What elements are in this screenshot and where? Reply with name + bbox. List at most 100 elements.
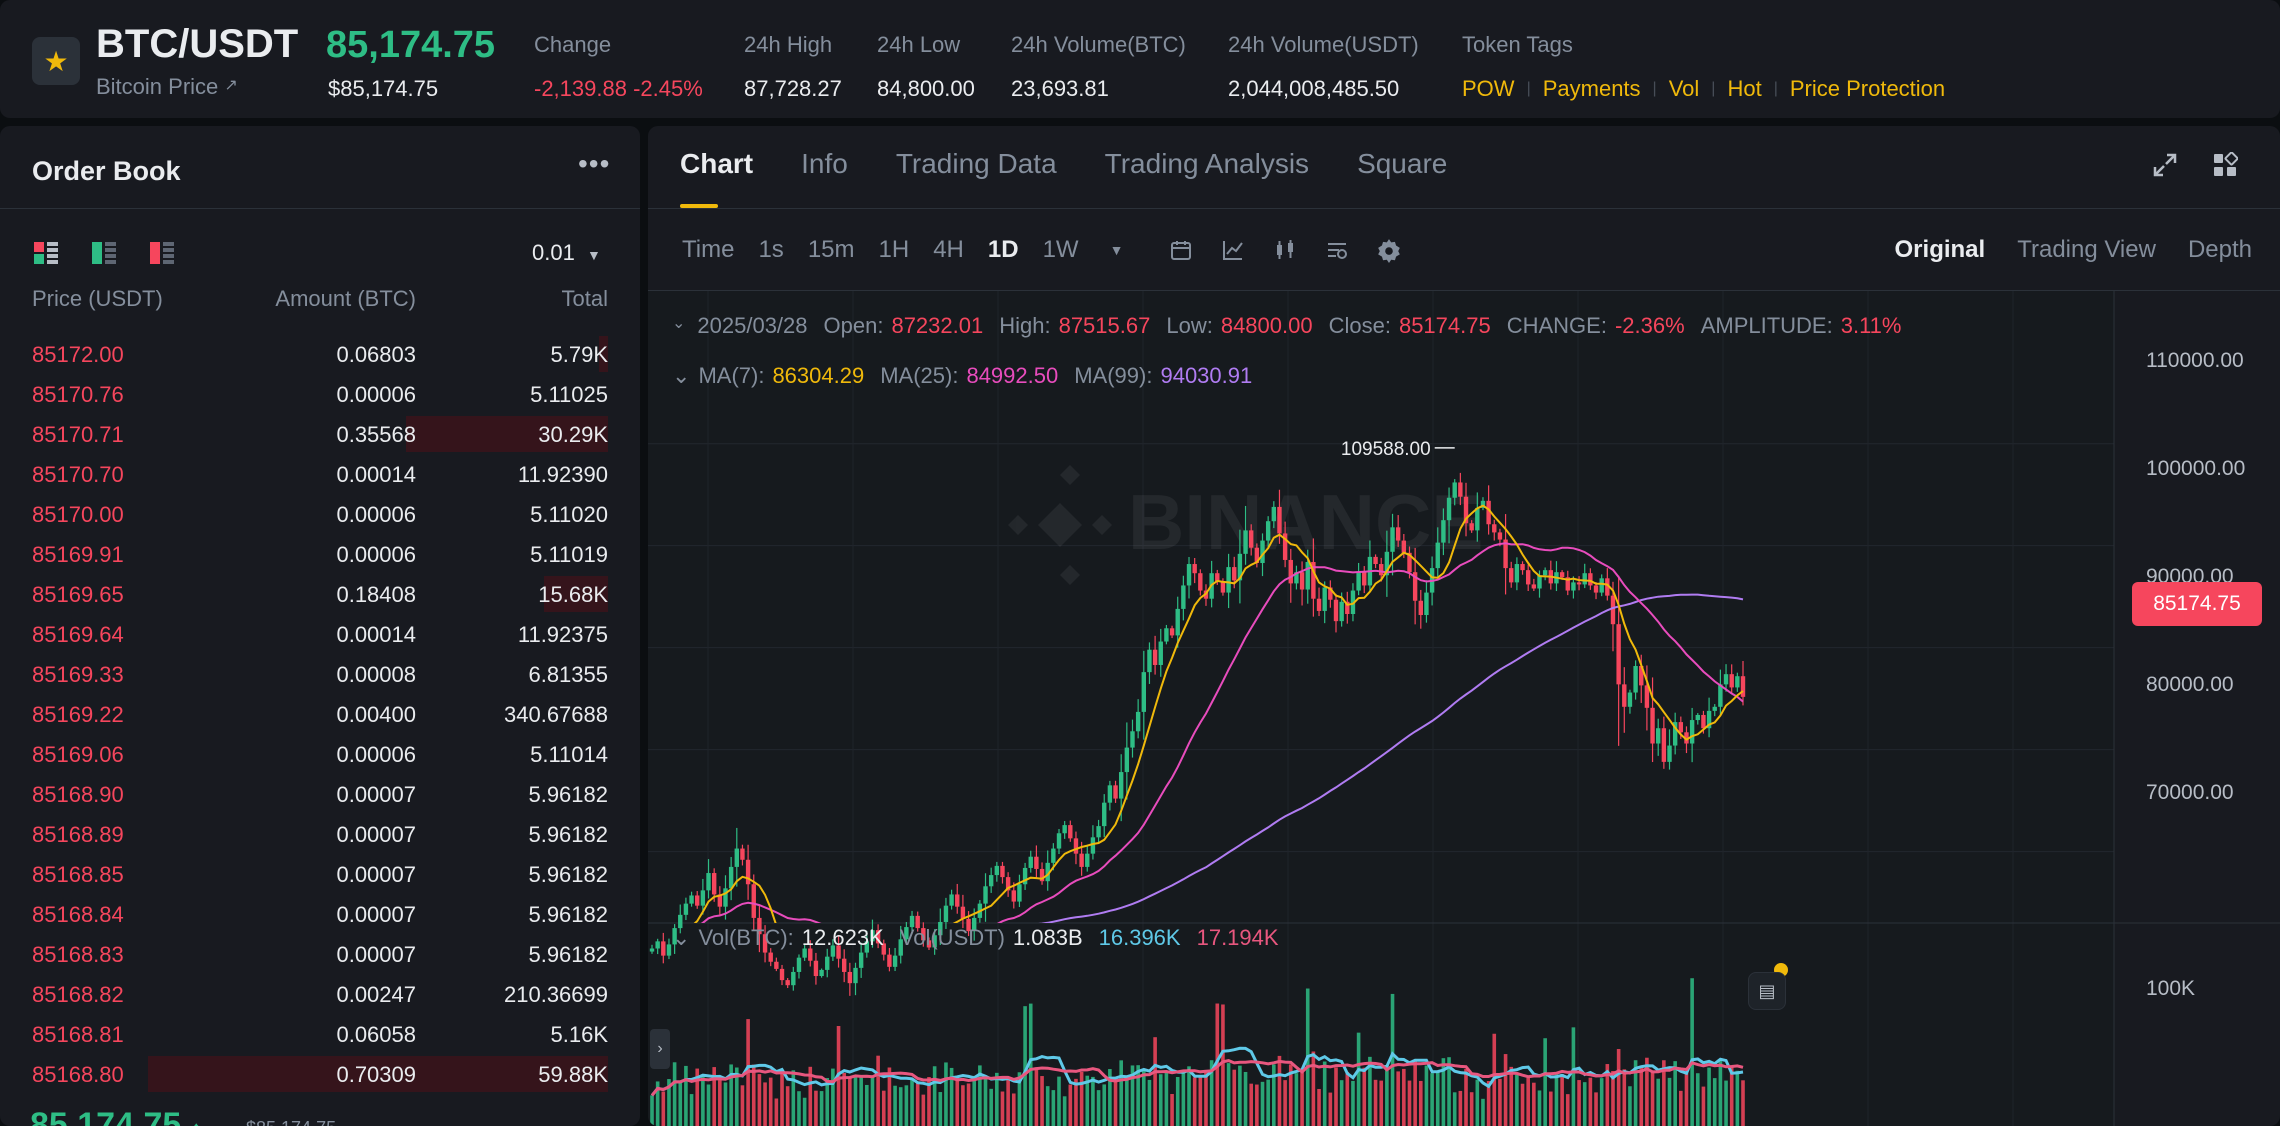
volume-bar <box>1062 1096 1067 1126</box>
ask-row[interactable]: 85168.80 0.70309 59.88K <box>0 1054 640 1094</box>
tab-trading-analysis[interactable]: Trading Analysis <box>1104 148 1310 179</box>
row-amount: 0.00007 <box>336 902 416 927</box>
row-price: 85170.70 <box>32 462 124 487</box>
tab-info[interactable]: Info <box>801 148 848 179</box>
ask-row[interactable]: 85168.82 0.00247 210.36699 <box>0 974 640 1014</box>
ask-row[interactable]: 85168.90 0.00007 5.96182 <box>0 774 640 814</box>
calendar-icon[interactable] <box>1167 236 1195 264</box>
row-total: 210.36699 <box>504 982 608 1007</box>
chart-canvas[interactable]: BINANCE 109588.00 <box>648 291 2280 1126</box>
volume-bar <box>1441 1058 1446 1126</box>
ask-row[interactable]: 85169.91 0.00006 5.11019 <box>0 534 640 574</box>
ask-row[interactable]: 85168.81 0.06058 5.16K <box>0 1014 640 1054</box>
volume-bar <box>1345 1071 1350 1126</box>
vol-usdt-value: 1.083B <box>1012 925 1083 950</box>
volume-bar <box>1373 1079 1378 1126</box>
candle-body <box>1226 567 1231 593</box>
indicator-icon[interactable] <box>1219 236 1247 264</box>
view-depth[interactable]: Depth <box>2187 236 2252 263</box>
tag-vol[interactable]: Vol <box>1668 76 1700 101</box>
time-label[interactable]: Time <box>682 236 735 263</box>
interval-1w[interactable]: 1W <box>1042 236 1079 263</box>
candle-body <box>938 921 943 936</box>
collapse-caret-icon[interactable]: ⌄ <box>672 315 686 332</box>
candle-body <box>1701 714 1706 729</box>
ask-row[interactable]: 85168.83 0.00007 5.96182 <box>0 934 640 974</box>
volume-bar <box>1017 1072 1022 1126</box>
volume-bar <box>1402 1068 1406 1126</box>
tab-chart[interactable]: Chart <box>680 148 754 179</box>
tab-square[interactable]: Square <box>1357 148 1448 179</box>
volume-bar <box>1170 1094 1174 1126</box>
candle-body <box>1249 530 1254 548</box>
ask-row[interactable]: 85170.71 0.35568 30.29K <box>0 414 640 454</box>
row-price: 85168.82 <box>32 982 124 1007</box>
drawing-tools-icon[interactable] <box>1323 236 1351 264</box>
volume-bar <box>904 1085 909 1126</box>
interval-1d[interactable]: 1D <box>987 236 1019 263</box>
candle-type-icon[interactable] <box>1271 236 1299 264</box>
ask-row[interactable]: 85169.22 0.00400 340.67688 <box>0 694 640 734</box>
volume-bar <box>1113 1077 1118 1126</box>
open-label: Open: <box>823 313 884 338</box>
volume-bar <box>729 1064 733 1126</box>
volume-bar <box>1582 1082 1587 1126</box>
candle-body <box>1130 731 1135 748</box>
volume-bar <box>831 1068 835 1126</box>
tag-payments[interactable]: Payments <box>1542 76 1641 101</box>
view-asks-icon[interactable] <box>150 242 174 264</box>
price-step-select[interactable]: 0.01 ▼ <box>532 240 601 266</box>
stat-change: Change -2,139.88 -2.45% <box>534 32 703 102</box>
favorite-star-icon[interactable]: ★ <box>32 37 80 85</box>
layout-icon[interactable] <box>2212 151 2239 185</box>
view-both-icon[interactable] <box>34 242 58 264</box>
tag-pow[interactable]: POW <box>1462 76 1515 101</box>
volume-bar <box>915 1083 920 1126</box>
row-price: 85170.00 <box>32 502 124 527</box>
volume-bar <box>932 1066 937 1126</box>
price-step-value[interactable]: 0.01 <box>532 240 575 265</box>
more-options-icon[interactable]: ••• <box>578 148 611 179</box>
fullscreen-icon[interactable] <box>2152 152 2178 185</box>
candle-body <box>1531 584 1537 589</box>
view-original[interactable]: Original <box>1894 236 1986 263</box>
ask-row[interactable]: 85169.06 0.00006 5.11014 <box>0 734 640 774</box>
interval-1h[interactable]: 1H <box>878 236 910 263</box>
ask-row[interactable]: 85169.64 0.00014 11.92375 <box>0 614 640 654</box>
chart-news-icon[interactable]: ▤ <box>1748 972 1786 1010</box>
tab-trading-data[interactable]: Trading Data <box>895 148 1057 179</box>
candle-body <box>1379 564 1384 576</box>
ask-row[interactable]: 85170.76 0.00006 5.11025 <box>0 374 640 414</box>
view-bids-icon[interactable] <box>92 242 116 264</box>
settings-gear-icon[interactable] <box>1375 236 1403 264</box>
collapse-caret-icon[interactable]: ⌄ <box>672 363 691 388</box>
candlestick-chart[interactable]: BINANCE 109588.00 ⌄ 2025/03/28 Open: 8723… <box>648 291 2280 1126</box>
volume-bar <box>1260 1081 1265 1126</box>
ask-row[interactable]: 85172.00 0.06803 5.79K <box>0 334 640 374</box>
interval-4h[interactable]: 4H <box>933 236 964 263</box>
ask-row[interactable]: 85169.65 0.18408 15.68K <box>0 574 640 614</box>
expand-arrow-icon[interactable]: › <box>650 1029 670 1069</box>
ask-row[interactable]: 85169.33 0.00008 6.81355 <box>0 654 640 694</box>
view-trading-view[interactable]: Trading View <box>2017 236 2156 263</box>
candle-body <box>774 961 779 969</box>
collapse-caret-icon[interactable]: ⌄ <box>672 925 691 950</box>
interval-dropdown-icon[interactable]: ▼ <box>1109 242 1124 258</box>
volume-bar <box>1447 1057 1451 1126</box>
ask-row[interactable]: 85168.84 0.00007 5.96182 <box>0 894 640 934</box>
interval-15m[interactable]: 15m <box>807 236 855 263</box>
volume-bar <box>910 1079 914 1126</box>
coin-price-link[interactable]: Bitcoin Price ↗ <box>96 74 238 100</box>
ask-row[interactable]: 85170.00 0.00006 5.11020 <box>0 494 640 534</box>
ask-row[interactable]: 85168.85 0.00007 5.96182 <box>0 854 640 894</box>
row-price: 85172.00 <box>32 342 124 367</box>
ask-row[interactable]: 85170.70 0.00014 11.92390 <box>0 454 640 494</box>
candle-body <box>779 968 785 981</box>
candle-body <box>881 943 886 955</box>
row-total: 15.68K <box>538 582 608 607</box>
coin-price-link-label[interactable]: Bitcoin Price <box>96 74 219 99</box>
tag-price-protection[interactable]: Price Protection <box>1789 76 1946 101</box>
ask-row[interactable]: 85168.89 0.00007 5.96182 <box>0 814 640 854</box>
tag-hot[interactable]: Hot <box>1727 76 1762 101</box>
interval-1s[interactable]: 1s <box>758 236 784 263</box>
